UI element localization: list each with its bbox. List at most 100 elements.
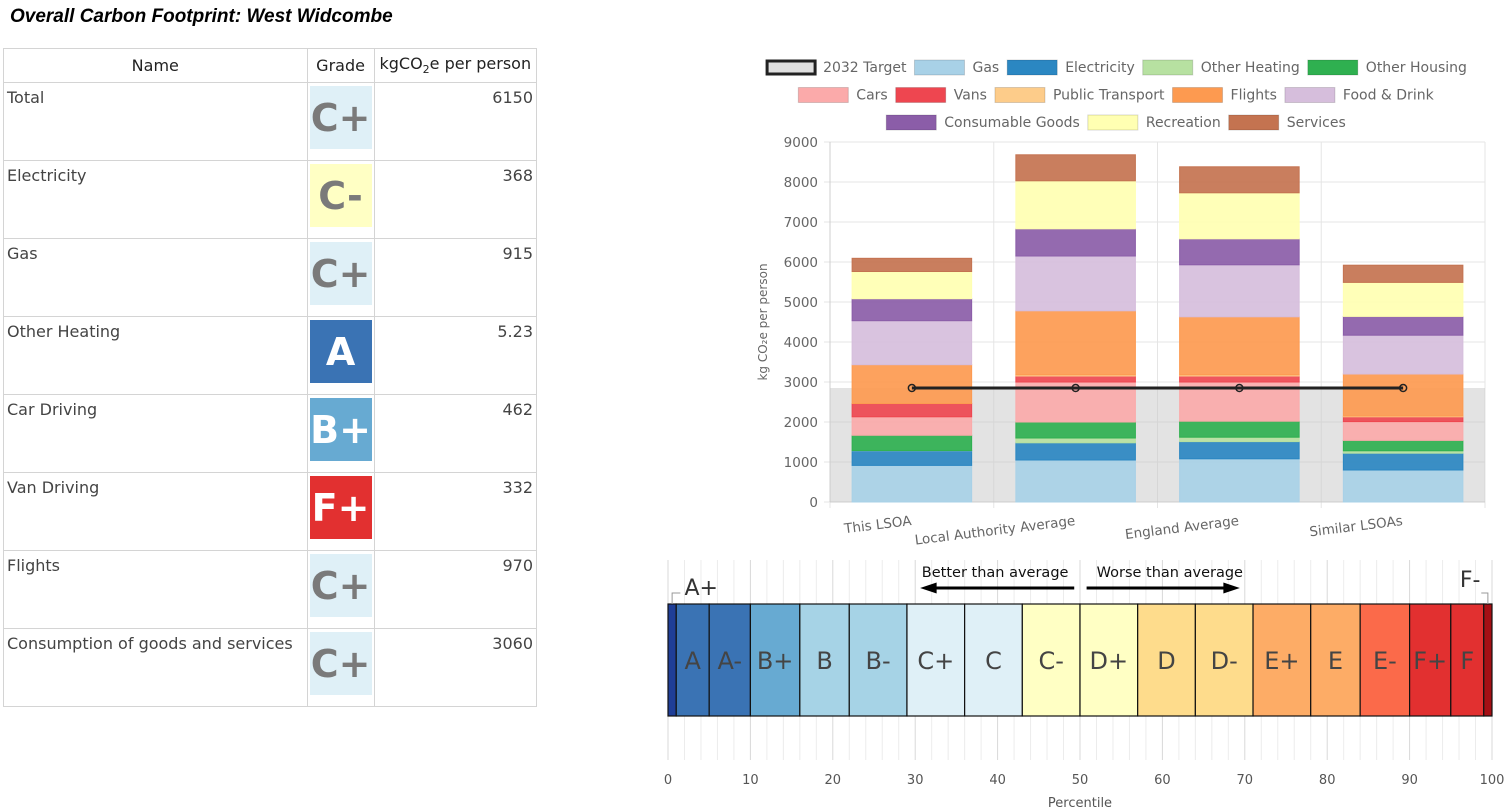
f-minus-label: F- <box>1460 568 1481 593</box>
x-tick-label: Similar LSOAs <box>1309 513 1404 540</box>
bar-segment <box>1179 238 1300 266</box>
row-name: Van Driving <box>3 472 308 551</box>
bar-segment <box>1015 442 1136 461</box>
x-tick-label: 30 <box>907 773 924 788</box>
bar-segment <box>1342 334 1464 375</box>
bar-segment <box>1015 180 1136 230</box>
bar-segment <box>1179 264 1300 318</box>
legend-item: Public Transport <box>994 87 1165 104</box>
bar-segment <box>1179 375 1300 383</box>
grade-band <box>1310 603 1361 717</box>
grade-band-label: B <box>816 647 832 675</box>
y-tick-label: 6000 <box>784 255 818 271</box>
x-tick-label: 50 <box>1072 773 1089 788</box>
legend-item: Electricity <box>1006 59 1135 76</box>
table-row: Van Driving F+ 332 <box>3 472 538 551</box>
x-tick-label: This LSOA <box>842 513 913 537</box>
grade-band-label: A- <box>718 647 743 675</box>
grade-band-label: F <box>1460 647 1474 675</box>
grade-band <box>799 603 850 717</box>
y-tick-label: 9000 <box>784 135 818 151</box>
row-grade-cell: C+ <box>306 82 375 161</box>
bar-segment <box>851 271 973 300</box>
row-value: 332 <box>373 472 538 551</box>
y-tick-label: 7000 <box>784 215 818 231</box>
footprint-table: Name Grade kgCO2e per person Total C+ 6150… <box>3 48 538 707</box>
row-grade-cell: B+ <box>306 394 375 473</box>
target-point <box>907 383 917 393</box>
grade-band <box>1079 603 1139 717</box>
bar-segment <box>1342 439 1464 452</box>
a-plus-leader <box>671 592 681 604</box>
x-tick-label: 0 <box>664 773 672 788</box>
x-tick-label: 100 <box>1480 773 1505 788</box>
grade-percentile-scale: A A- B+ B B- C+ C C- D+ D D- E+ E E- F+ F A+ F- Better tha… <box>664 560 1505 811</box>
x-tick-label: 20 <box>825 773 842 788</box>
grade-band <box>667 603 677 717</box>
row-grade-cell: A <box>306 316 375 395</box>
legend-label: Electricity <box>1065 60 1135 76</box>
y-tick-label: 3000 <box>784 375 818 391</box>
grade-badge: A <box>309 320 372 383</box>
better-arrow-head <box>920 582 937 594</box>
grade-badge: C+ <box>309 86 372 149</box>
legend-swatch <box>1172 87 1224 103</box>
row-name: Consumption of goods and services <box>3 628 308 707</box>
grade-band <box>964 603 1023 717</box>
table-row: Car Driving B+ 462 <box>3 394 538 473</box>
legend-swatch <box>994 87 1046 103</box>
x-tick-label: 60 <box>1154 773 1171 788</box>
grade-band-label: A <box>685 647 702 675</box>
column-header-value: kgCO2e per person <box>373 48 538 83</box>
grade-band-label: C <box>985 647 1002 675</box>
row-value: 368 <box>373 160 538 239</box>
grade-band-label: C+ <box>917 647 954 675</box>
row-value: 970 <box>373 550 538 629</box>
row-name: Electricity <box>3 160 308 239</box>
legend-label: Food & Drink <box>1343 88 1435 104</box>
legend-swatch <box>797 87 849 103</box>
grade-band-label: C- <box>1038 647 1063 675</box>
y-tick-label: 0 <box>809 495 818 511</box>
grade-badge: C- <box>309 164 372 227</box>
legend-item: Food & Drink <box>1284 87 1435 104</box>
grade-band-label: D <box>1157 647 1175 675</box>
x-tick-label: 70 <box>1237 773 1254 788</box>
bar-segment <box>851 434 973 451</box>
legend-item: Vans <box>895 87 987 104</box>
bar-segment <box>851 320 973 366</box>
legend-label: Gas <box>972 60 999 76</box>
target-point <box>1398 383 1408 393</box>
table-row: Gas C+ 915 <box>3 238 538 317</box>
grade-band <box>906 603 966 717</box>
x-tick-label: Local Authority Average <box>914 513 1076 549</box>
bar-segment <box>851 464 973 503</box>
table-row: Electricity C- 368 <box>3 160 538 239</box>
legend-label: Services <box>1287 115 1346 131</box>
bar-segment <box>1015 459 1136 503</box>
legend-item: Other Heating <box>1142 59 1300 76</box>
target-point <box>1071 383 1080 393</box>
column-header-grade: Grade <box>306 48 375 83</box>
a-plus-label: A+ <box>684 576 717 601</box>
grade-band <box>1408 603 1452 717</box>
legend-item: Services <box>1228 114 1346 131</box>
better-than-average-label: Better than average <box>922 565 1069 581</box>
legend-swatch <box>1307 59 1359 76</box>
emissions-stacked-bar-chart: 2032 Target Gas Electricity Other Heating Ot… <box>756 59 1486 549</box>
x-tick-label: 90 <box>1401 773 1418 788</box>
legend-item: Flights <box>1172 87 1277 104</box>
bar-segment <box>1179 316 1300 376</box>
legend-swatch <box>1142 59 1194 76</box>
legend-label: Public Transport <box>1053 88 1165 104</box>
legend-swatch <box>1006 59 1058 76</box>
x-axis-label: Percentile <box>1048 796 1112 811</box>
row-grade-cell: C- <box>306 160 375 239</box>
grade-band-label: E+ <box>1264 647 1299 675</box>
row-grade-cell: F+ <box>306 472 375 551</box>
grade-band <box>1450 603 1485 717</box>
bar-segment <box>851 450 973 466</box>
bar-segment <box>1015 310 1136 376</box>
legend-label: Cars <box>856 88 887 104</box>
row-grade-cell: C+ <box>306 628 375 707</box>
